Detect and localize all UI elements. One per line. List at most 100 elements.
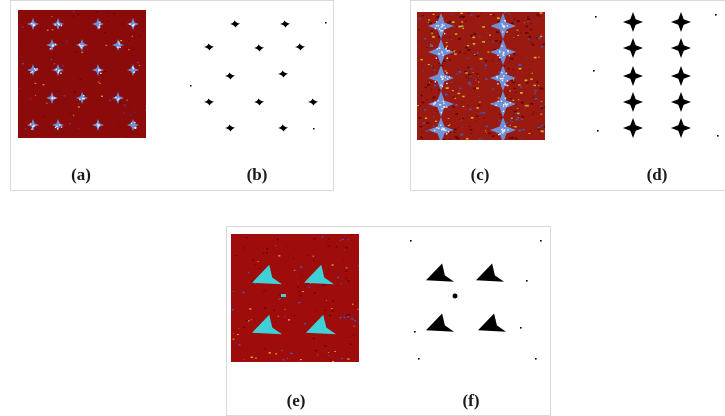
noise-speck <box>470 117 474 119</box>
noise-speck <box>528 68 530 70</box>
noise-speck <box>252 344 254 346</box>
noise-speck <box>526 81 529 84</box>
noise-speck <box>421 101 425 104</box>
noise-speck <box>497 20 501 23</box>
noise-speck <box>493 13 495 15</box>
speckle <box>441 78 443 81</box>
speckle <box>79 45 81 47</box>
noise-speck <box>445 73 447 75</box>
noise-speck <box>479 36 481 38</box>
noise-speck <box>530 78 533 80</box>
speckle <box>54 24 56 26</box>
noise-speck <box>517 83 520 85</box>
noise-speck <box>119 102 122 104</box>
noise-speck <box>498 114 501 116</box>
noise-speck <box>430 30 433 32</box>
noise-speck <box>454 104 458 106</box>
noise-speck <box>497 97 500 99</box>
noise-speck <box>508 90 511 92</box>
noise-speck <box>358 300 359 302</box>
noise-speck <box>325 300 327 301</box>
noise-speck <box>430 43 432 45</box>
noise-speck <box>78 103 80 105</box>
speckle <box>437 99 439 102</box>
noise-speck <box>268 352 271 354</box>
noise-speck <box>510 79 513 82</box>
noise-speck <box>341 358 343 359</box>
speckle <box>501 45 503 47</box>
noise-speck <box>425 130 428 132</box>
speckle <box>503 51 505 54</box>
speckle <box>436 48 438 50</box>
noise-speck <box>421 131 423 133</box>
noise-speck <box>454 136 458 138</box>
speckle <box>441 85 444 88</box>
speckle <box>133 23 135 26</box>
noise-speck <box>420 16 422 18</box>
noise-speck <box>532 97 534 98</box>
speckle <box>509 102 511 104</box>
noise-speck <box>528 132 531 134</box>
noise-speck <box>527 38 530 40</box>
speckle <box>446 82 448 85</box>
noise-speck <box>492 60 494 62</box>
noise-speck <box>476 87 479 90</box>
noise-speck <box>513 37 515 38</box>
speckle <box>57 22 59 24</box>
noise-speck <box>340 283 342 284</box>
speckle <box>133 71 135 73</box>
speckle <box>441 52 443 54</box>
noise-speck <box>533 111 535 113</box>
noise-speck <box>432 125 435 127</box>
noise-speck <box>460 133 464 136</box>
noise-speck <box>327 245 330 247</box>
noise-speck <box>106 21 109 22</box>
noise-speck <box>482 40 484 42</box>
noise-speck <box>332 300 335 302</box>
noise-speck <box>524 32 528 34</box>
noise-speck <box>87 134 89 135</box>
speckle <box>57 71 59 74</box>
noise-speck <box>476 107 479 109</box>
speckle <box>29 123 32 125</box>
speckle <box>506 80 509 82</box>
noise-speck <box>461 126 463 128</box>
speckle <box>442 77 444 80</box>
noise-speck <box>530 42 533 44</box>
speckle <box>34 68 36 70</box>
segmented-blob <box>225 124 235 132</box>
noise-speck <box>334 351 336 352</box>
speckle <box>434 81 437 83</box>
noise-speck <box>474 54 476 55</box>
speckle <box>119 46 121 49</box>
noise-speck <box>455 113 458 115</box>
speckle <box>134 127 137 129</box>
noise-speck <box>289 300 290 302</box>
speckle <box>505 105 508 107</box>
speckle <box>502 53 504 56</box>
noise-speck <box>518 84 521 86</box>
noise-speck <box>478 138 482 140</box>
noise-speck <box>69 61 71 62</box>
noise-speck <box>434 84 437 87</box>
noise-speck <box>498 63 499 65</box>
speckle <box>434 101 436 103</box>
noise-speck <box>491 41 494 43</box>
speckle <box>443 127 445 130</box>
noise-speck <box>313 292 316 294</box>
noise-speck <box>245 320 248 321</box>
noise-speck <box>354 307 356 309</box>
noise-speck <box>247 321 249 323</box>
noise-speck <box>527 18 530 20</box>
speckle <box>52 96 54 99</box>
noise-speck <box>527 32 529 34</box>
noise-dot <box>418 358 420 360</box>
speckle <box>442 100 444 103</box>
noise-speck <box>525 25 528 28</box>
noise-speck <box>507 68 510 70</box>
noise-speck <box>317 354 319 356</box>
noise-speck <box>310 283 311 284</box>
noise-speck <box>298 301 301 304</box>
triangle-feature <box>252 314 282 335</box>
noise-speck <box>524 108 526 109</box>
